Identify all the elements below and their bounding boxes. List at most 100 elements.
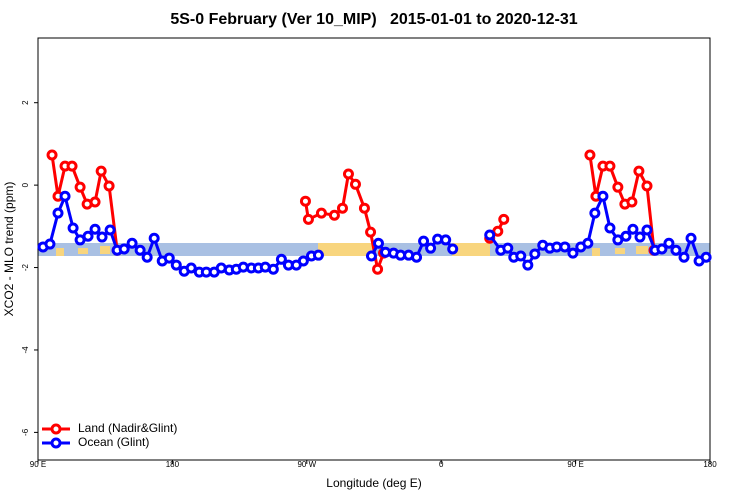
data-point [678,251,690,263]
data-point [626,196,638,208]
data-point [604,160,616,172]
data-point [584,149,596,161]
land-band [452,243,490,256]
data-point [365,250,377,262]
y-tick-label: -4 [21,346,30,354]
x-tick-label: 180 [166,460,180,469]
land-band [636,246,648,254]
data-point [522,259,534,271]
data-point [118,243,130,255]
data-point [700,251,712,263]
data-point [267,263,279,275]
data-point [502,242,514,254]
x-tick-label: 90 W [297,460,316,469]
legend-label: Land (Nadir&Glint) [78,421,177,435]
x-tick-label: 90 E [30,460,46,469]
land-band [615,248,625,254]
data-point [663,237,675,249]
data-point [59,190,71,202]
x-tick-label: 0 [439,460,444,469]
y-tick-label: -6 [21,428,30,436]
data-point [597,190,609,202]
data-point [620,230,632,242]
data-point [685,232,697,244]
legend-label: Ocean (Glint) [78,435,149,449]
data-point [44,238,56,250]
data-point [163,252,175,264]
data-point [641,224,653,236]
chart-title: 5S-0 February (Ver 10_MIP) 2015-01-01 to… [170,11,577,28]
data-point [372,263,384,275]
data-point [670,244,682,256]
data-point [498,213,510,225]
x-tick-label: 180 [703,460,717,469]
data-point [447,243,459,255]
data-point [299,195,311,207]
data-point [95,165,107,177]
data-point [170,259,182,271]
data-point [484,229,496,241]
legend-marker [50,423,62,435]
data-point [627,223,639,235]
data-point [529,248,541,260]
data-point [515,250,527,262]
data-point [604,222,616,234]
data-point [641,180,653,192]
data-point [67,222,79,234]
data-point [82,230,94,242]
data-point [492,225,504,237]
y-axis-label: XCO2 - MLO trend (ppm) [2,182,16,317]
x-axis-label: Longitude (deg E) [326,476,421,490]
data-point [275,253,287,265]
data-point [46,149,58,161]
data-point [440,234,452,246]
data-point [315,207,327,219]
data-point [66,160,78,172]
data-point [612,181,624,193]
data-point [297,255,309,267]
y-tick-label: 2 [21,100,30,105]
land-band [56,248,64,256]
data-point [96,231,108,243]
data-point [185,262,197,274]
data-point [358,202,370,214]
data-point [589,207,601,219]
data-point [89,223,101,235]
data-point [302,213,314,225]
data-point [656,243,668,255]
data-point [567,247,579,259]
data-point [612,234,624,246]
data-point [336,202,348,214]
land-band [592,248,600,256]
data-point [342,168,354,180]
data-point [103,180,115,192]
data-point [559,241,571,253]
x-tick-label: 90 E [567,460,583,469]
data-point [372,237,384,249]
land-band [100,246,110,254]
land-band [78,248,88,254]
legend-marker [50,437,62,449]
data-point [312,249,324,261]
data-point [89,196,101,208]
data-point [418,235,430,247]
data-point [74,181,86,193]
land-band [318,243,372,256]
data-point [126,237,138,249]
data-point [52,207,64,219]
data-point [634,231,646,243]
data-point [582,237,594,249]
y-tick-label: -2 [21,263,30,271]
y-tick-label: 0 [21,182,30,187]
data-point [365,226,377,238]
data-point [134,244,146,256]
data-point [349,178,361,190]
data-point [328,209,340,221]
data-point [633,165,645,177]
data-point [104,224,116,236]
data-point [148,232,160,244]
data-point [411,251,423,263]
data-point [425,242,437,254]
data-point [141,251,153,263]
